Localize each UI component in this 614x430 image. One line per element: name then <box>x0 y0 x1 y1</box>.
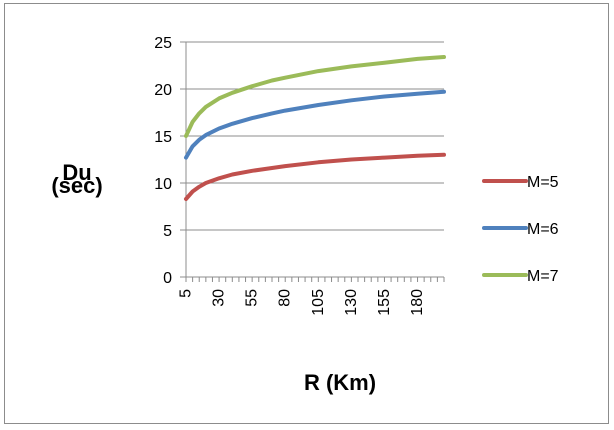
series-line-m-7 <box>184 55 446 138</box>
x-tick-label-30: 30 <box>211 289 228 307</box>
axes <box>180 41 445 282</box>
y-axis-title-line-2: (sec) <box>51 173 102 198</box>
y-tick-label-20: 20 <box>154 82 172 99</box>
x-tick-label-105: 105 <box>310 289 327 316</box>
legend: M=5 M=6 M=7 <box>482 174 559 285</box>
y-tick-label-25: 25 <box>154 35 172 52</box>
y-tick-label-15: 15 <box>154 129 172 146</box>
legend-label-m-6: M=6 <box>527 221 559 238</box>
legend-label-m-7: M=7 <box>527 268 559 285</box>
y-tick-label-0: 0 <box>163 270 172 287</box>
x-tick-label-5: 5 <box>178 289 195 298</box>
x-tick-label-155: 155 <box>376 289 393 316</box>
x-tick-labels: 5 30 55 80 105 130 155 180 <box>178 289 427 316</box>
legend-label-m-5: M=5 <box>527 174 559 191</box>
series-lines <box>184 55 446 201</box>
x-tick-label-180: 180 <box>409 289 426 316</box>
series-line-m-6 <box>184 89 446 160</box>
y-tick-label-10: 10 <box>154 176 172 193</box>
series-line-m-5 <box>184 152 446 201</box>
x-tick-label-55: 55 <box>244 289 261 307</box>
y-axis-title-line-1: Du <box>62 160 91 185</box>
gridlines <box>186 41 444 231</box>
y-tick-labels: 0 5 10 15 20 25 <box>154 35 172 287</box>
x-tick-label-130: 130 <box>343 289 360 316</box>
x-axis-title: R (Km) <box>304 370 376 395</box>
x-tick-label-80: 80 <box>277 289 294 307</box>
y-tick-label-5: 5 <box>163 223 172 240</box>
